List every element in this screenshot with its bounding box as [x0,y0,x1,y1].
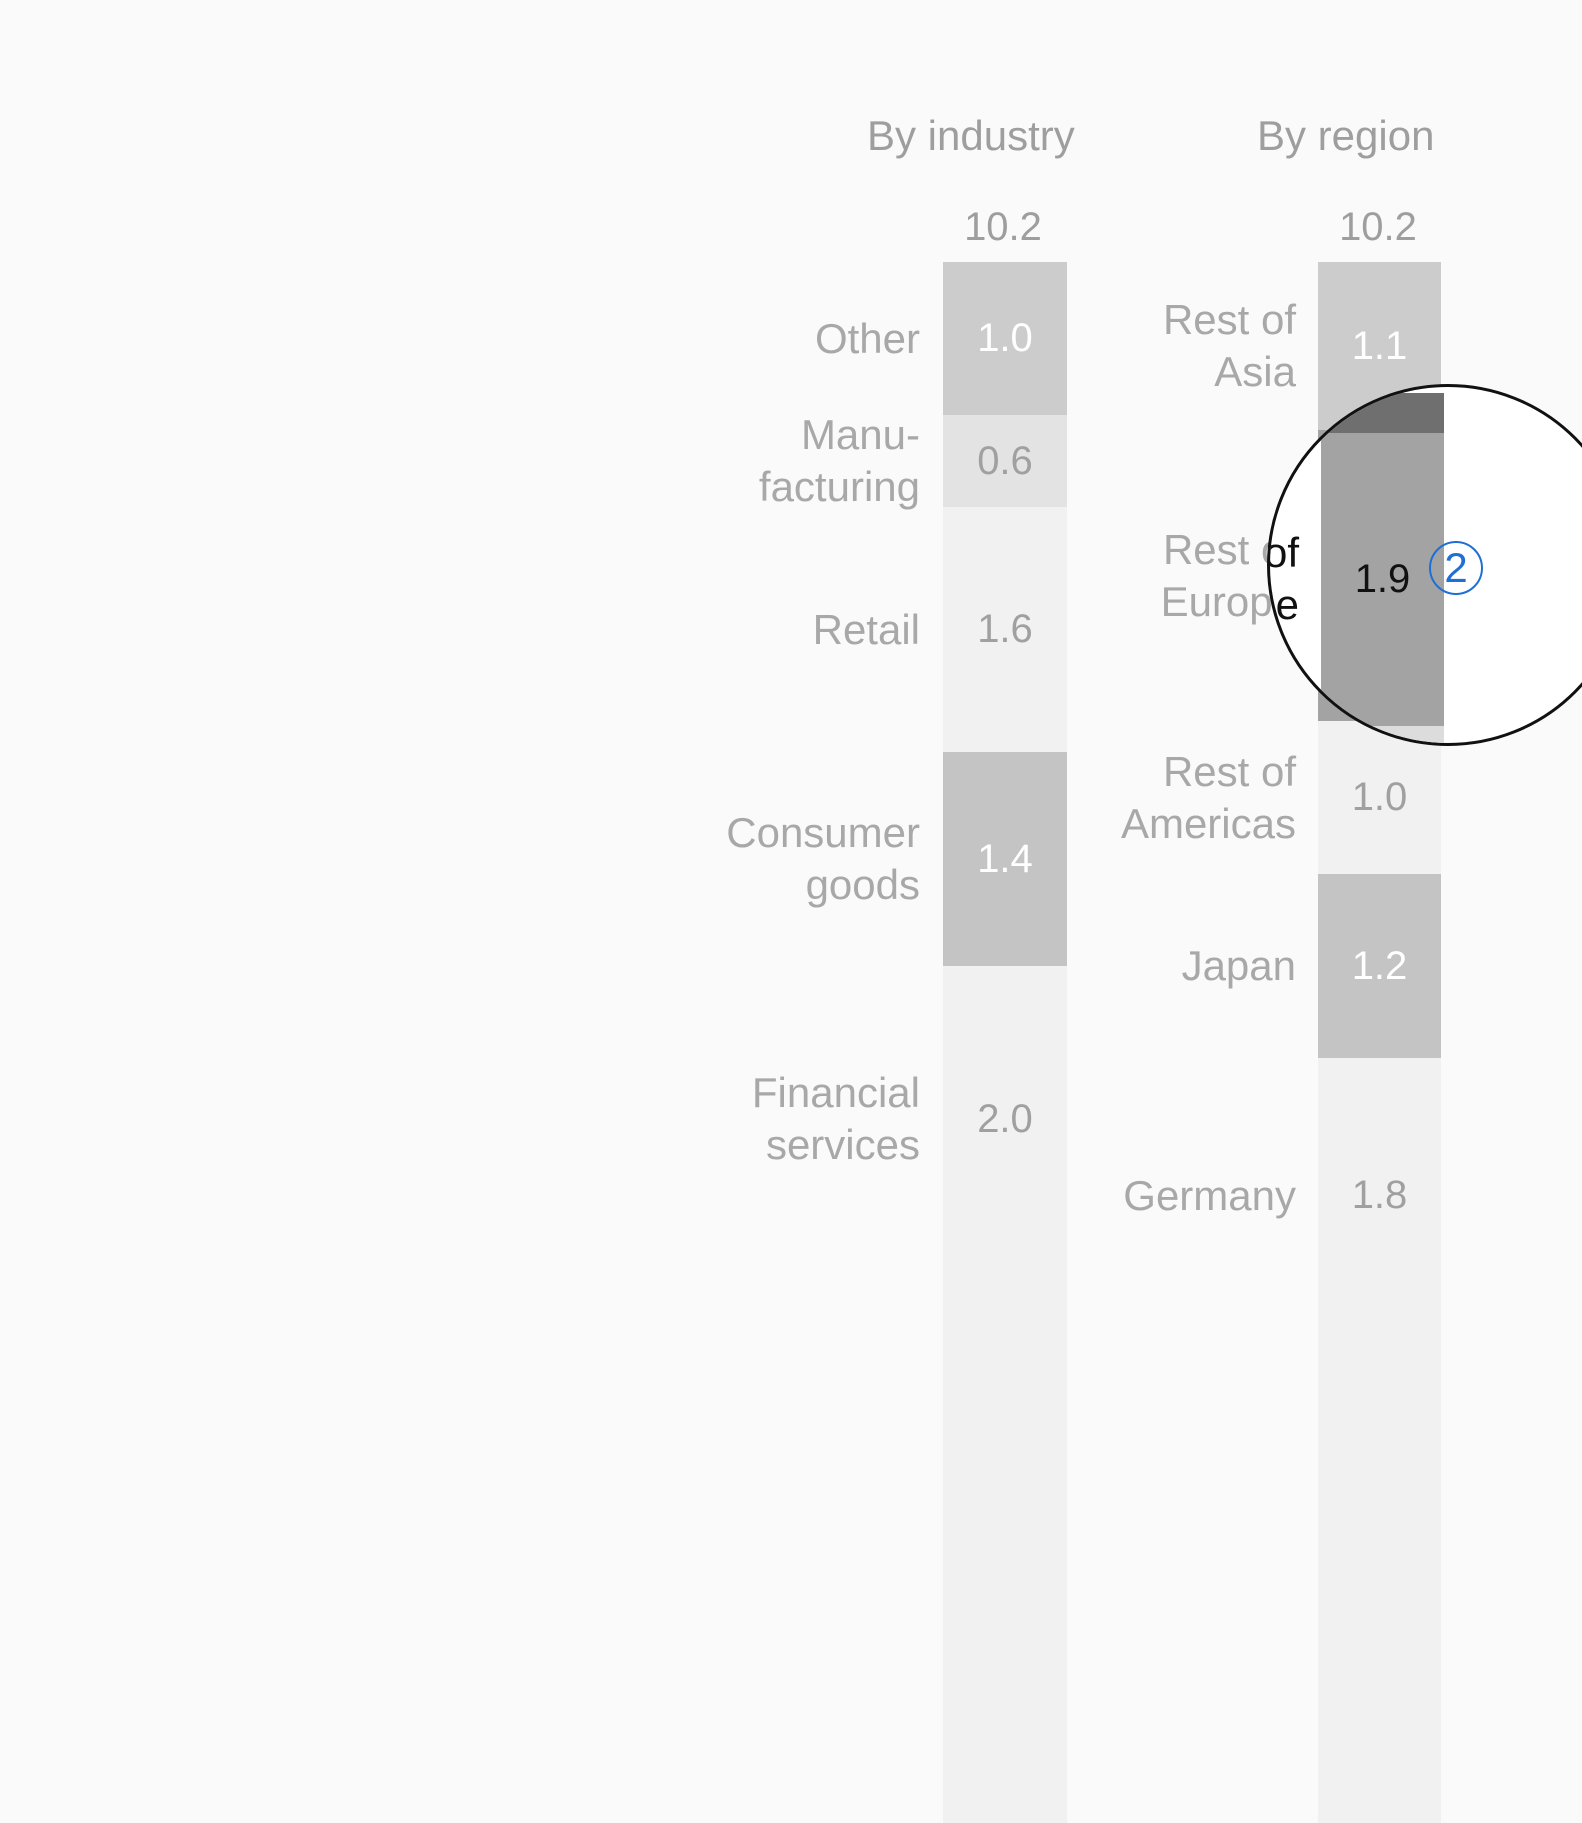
magnifier-lens: 1.9 Rest of Europe 2 [1267,384,1582,746]
bar-segment-region-rest-of-americas: 1.0 [1318,721,1441,874]
label-line: Other [814,314,920,362]
label-line: Japan [1181,942,1296,989]
chart-title-region: By region [1257,112,1435,159]
footnote-badge[interactable]: 2 [1429,541,1483,595]
bar-segment-region-japan: 1.2 [1318,874,1441,1058]
label-line: Consumer [726,809,920,856]
label-line: Asia [1214,348,1296,395]
highlight-value: 1.9 [1354,557,1411,601]
highlight-band [1321,393,1444,433]
segment-value: 2.0 [977,1096,1033,1141]
segment-value: 1.2 [1351,943,1408,988]
segment-value: 0.6 [977,438,1033,483]
segment-value: 1.0 [1351,775,1408,819]
chart-title-industry: By industry [867,112,1075,159]
bar-segment-region-germany: 1.8 [1318,1058,1441,1333]
label-line: Rest of [1162,747,1296,795]
bar-segment-industry-consumer-goods: 1.4 [943,752,1067,966]
category-label-region-japan: Japan [1036,874,1296,1058]
label-line: facturing [758,463,920,510]
segment-value: 1.4 [977,836,1033,881]
category-label-region-rest-of-asia: Rest of Asia [1036,262,1296,430]
label-line: services [765,1121,920,1168]
bar-segment-industry-continued [943,1272,1067,1823]
label-line: Financial [751,1069,920,1116]
label-line: Rest of [1267,528,1299,576]
label-line: goods [805,861,920,908]
category-label-region-rest-of-europe: Rest of Europe [1036,430,1296,721]
segment-value: 1.1 [1351,323,1408,368]
label-line: Europe [1270,580,1299,628]
category-label-industry-consumer-goods: Consumer goods [660,752,920,966]
label-line: Germany [1123,1171,1296,1219]
category-label-industry-other: Other [660,262,920,415]
next-segment-sliver [1321,726,1444,743]
bar-segment-region-continued [1318,1333,1441,1823]
label-line: Manu- [800,411,920,458]
segment-value: 1.6 [977,607,1033,651]
highlight-segment: 1.9 [1321,433,1444,726]
total-label-industry: 10.2 [964,205,1042,249]
category-label-industry-financial-services: Financial services [660,966,920,1272]
category-label-region-germany: Germany [1036,1058,1296,1333]
label-line: Retail [812,605,920,653]
category-label-region-rest-of-americas: Rest of Americas [1036,721,1296,874]
total-label-region: 10.2 [1339,205,1417,249]
segment-value: 1.8 [1351,1173,1408,1217]
bar-segment-industry-other: 1.0 [943,262,1067,415]
segment-value: 1.0 [977,316,1033,360]
highlight-label: Rest of Europe [1267,433,1299,724]
category-label-industry-manu-facturing: Manu-facturing [660,411,920,510]
category-label-industry-retail: Retail [660,507,920,752]
bar-segment-industry-manu-facturing: 0.6 [943,415,1067,507]
bar-segment-industry-retail: 1.6 [943,507,1067,752]
chart-stage: By industry 10.2 1.0 Other 0.6 Manu-facturing… [660,112,1582,1219]
label-line: Americas [1120,799,1296,847]
label-line: Rest of [1162,296,1296,343]
